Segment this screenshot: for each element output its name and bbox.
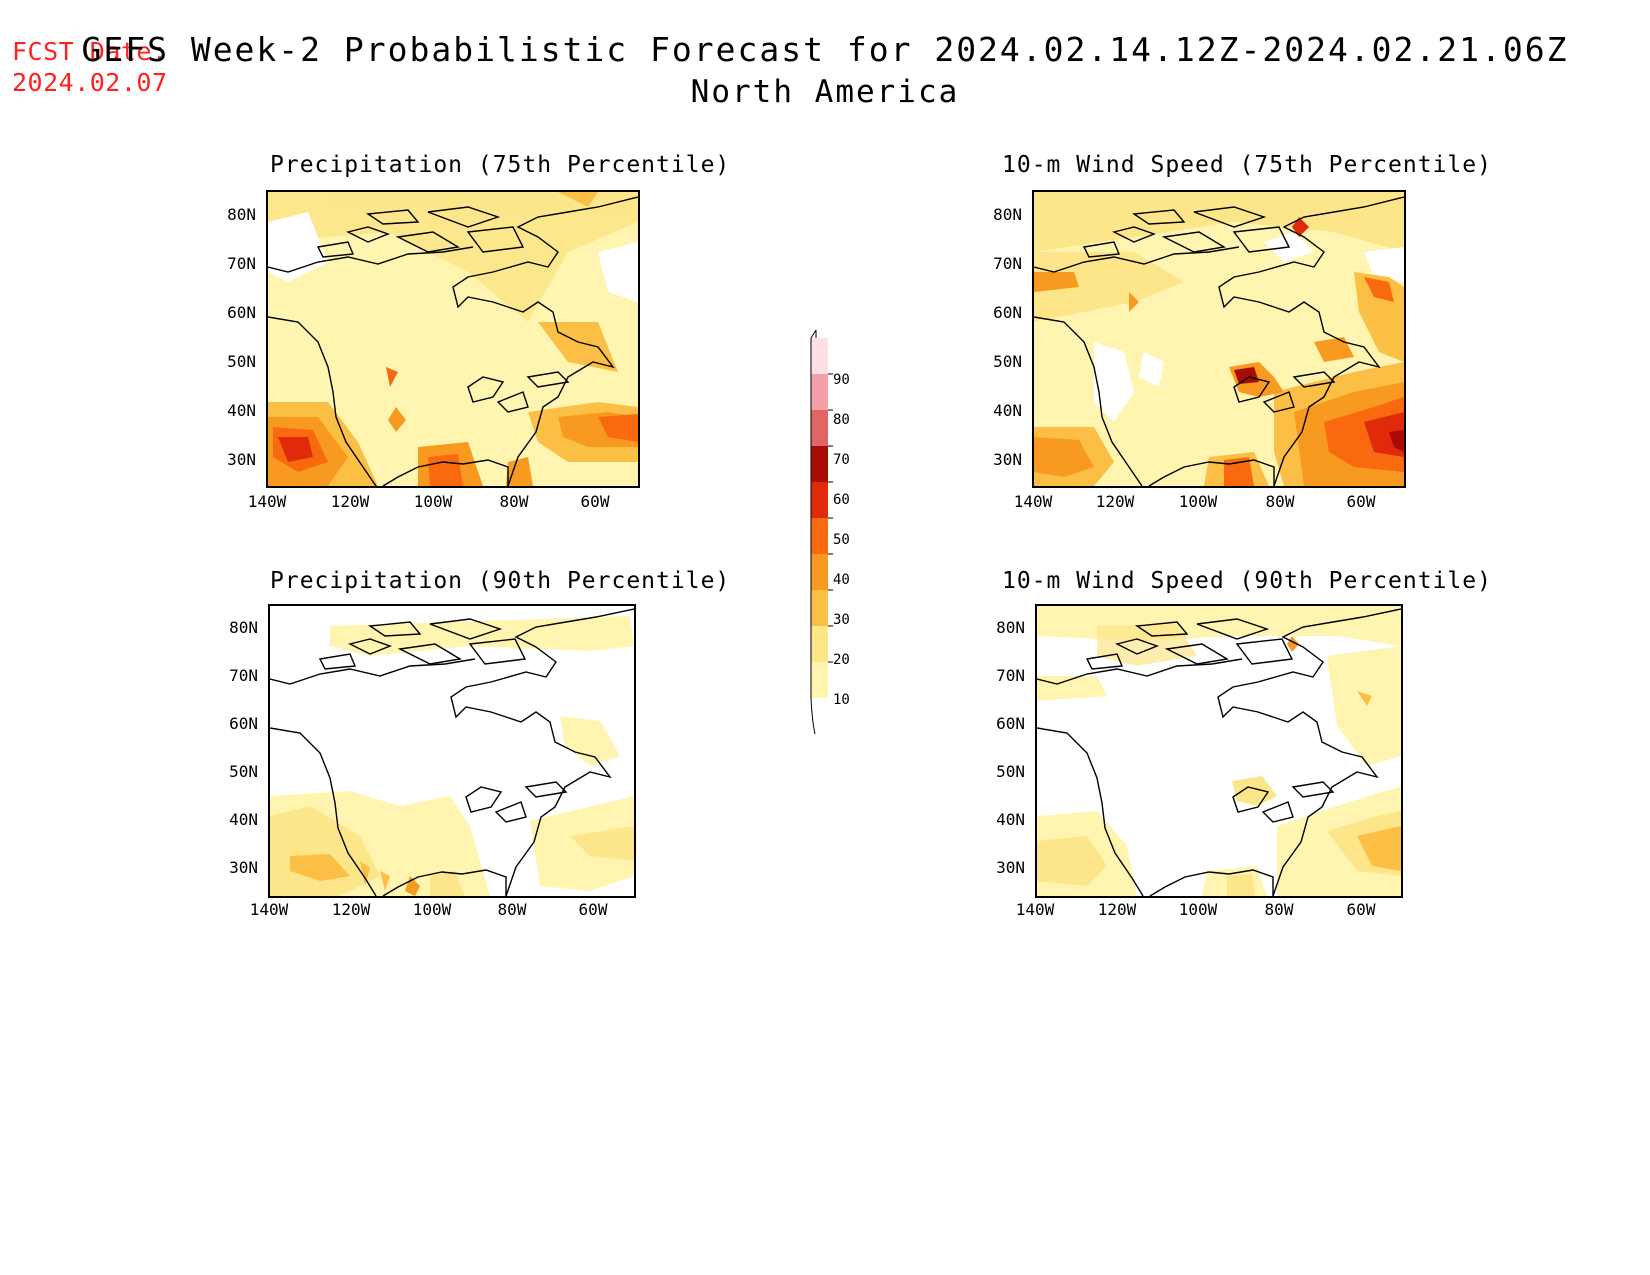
- lat-tick-label: 40N: [227, 401, 256, 420]
- colorbar-swatch: [811, 554, 828, 590]
- lon-tick-label: 100W: [1178, 900, 1218, 919]
- lon-tick-label: 140W: [247, 492, 287, 511]
- lon-tick-label: 80W: [499, 492, 529, 511]
- colorbar-swatch: [811, 626, 828, 662]
- lon-tick-label: 80W: [1264, 900, 1294, 919]
- lat-tick-label: 50N: [229, 762, 258, 781]
- map-wind-90: [1035, 604, 1403, 898]
- colorbar-label: 80: [833, 412, 850, 428]
- colorbar: 90 80 70 60 50 40 30 20 10: [800, 328, 880, 740]
- lat-tick-label: 50N: [227, 352, 256, 371]
- lon-tick-label: 80W: [497, 900, 527, 919]
- colorbar-swatch: [811, 374, 828, 410]
- panel-title: Precipitation (90th Percentile): [270, 568, 731, 594]
- lon-tick-label: 120W: [330, 492, 370, 511]
- lon-tick-label: 60W: [1346, 492, 1376, 511]
- lon-tick-label: 140W: [1015, 900, 1055, 919]
- lat-tick-label: 30N: [227, 450, 256, 469]
- map-wind-75: [1032, 190, 1406, 488]
- colorbar-label: 90: [833, 372, 850, 388]
- figure-title-block: GEFS Week-2 Probabilistic Forecast for 2…: [0, 30, 1650, 114]
- lat-tick-label: 50N: [993, 352, 1022, 371]
- lat-tick-label: 30N: [229, 858, 258, 877]
- lon-tick-label: 120W: [1095, 492, 1135, 511]
- lon-tick-label: 140W: [249, 900, 289, 919]
- colorbar-label: 60: [833, 492, 850, 508]
- map-precip-90: [268, 604, 636, 898]
- colorbar-swatch: [811, 446, 828, 482]
- colorbar-swatch: [811, 410, 828, 446]
- fcst-date-value: 2024.02.07: [12, 68, 168, 97]
- lon-tick-label: 100W: [413, 492, 453, 511]
- lat-tick-label: 70N: [996, 666, 1025, 685]
- colorbar-label: 70: [833, 452, 850, 468]
- panel-title: 10-m Wind Speed (90th Percentile): [1002, 568, 1492, 594]
- colorbar-swatch: [811, 662, 828, 698]
- map-precip-75: [266, 190, 640, 488]
- figure-subtitle: North America: [690, 74, 960, 110]
- lat-tick-label: 80N: [229, 618, 258, 637]
- lat-tick-label: 80N: [996, 618, 1025, 637]
- lat-tick-label: 60N: [996, 714, 1025, 733]
- colorbar-swatch: [811, 590, 828, 626]
- lat-tick-label: 80N: [227, 205, 256, 224]
- colorbar-label: 20: [833, 652, 850, 668]
- panel-title: 10-m Wind Speed (75th Percentile): [1002, 152, 1492, 178]
- lat-tick-label: 40N: [229, 810, 258, 829]
- colorbar-label: 30: [833, 612, 850, 628]
- lon-tick-label: 60W: [1346, 900, 1376, 919]
- lat-tick-label: 80N: [993, 205, 1022, 224]
- colorbar-swatch: [811, 482, 828, 518]
- lon-tick-label: 100W: [1178, 492, 1218, 511]
- lon-tick-label: 60W: [580, 492, 610, 511]
- lon-tick-label: 140W: [1013, 492, 1053, 511]
- lat-tick-label: 60N: [229, 714, 258, 733]
- fcst-date-label: FCST Date:: [12, 37, 168, 66]
- lat-tick-label: 70N: [993, 254, 1022, 273]
- colorbar-label: 40: [833, 572, 850, 588]
- lat-tick-label: 60N: [227, 303, 256, 322]
- lon-tick-label: 80W: [1265, 492, 1295, 511]
- panel-title: Precipitation (75th Percentile): [270, 152, 731, 178]
- lon-tick-label: 120W: [1097, 900, 1137, 919]
- lat-tick-label: 30N: [993, 450, 1022, 469]
- colorbar-swatch: [811, 338, 828, 374]
- fcst-date-block: FCST Date: 2024.02.07: [12, 36, 168, 98]
- colorbar-label: 10: [833, 692, 850, 708]
- colorbar-label: 50: [833, 532, 850, 548]
- lat-tick-label: 40N: [996, 810, 1025, 829]
- lon-tick-label: 60W: [578, 900, 608, 919]
- lat-tick-label: 70N: [227, 254, 256, 273]
- lat-tick-label: 60N: [993, 303, 1022, 322]
- lat-tick-label: 50N: [996, 762, 1025, 781]
- lon-tick-label: 100W: [412, 900, 452, 919]
- lon-tick-label: 120W: [331, 900, 371, 919]
- colorbar-swatches: [810, 328, 833, 735]
- lat-tick-label: 40N: [993, 401, 1022, 420]
- colorbar-swatch: [811, 518, 828, 554]
- lat-tick-label: 70N: [229, 666, 258, 685]
- lat-tick-label: 30N: [996, 858, 1025, 877]
- figure-title: GEFS Week-2 Probabilistic Forecast for 2…: [81, 30, 1569, 69]
